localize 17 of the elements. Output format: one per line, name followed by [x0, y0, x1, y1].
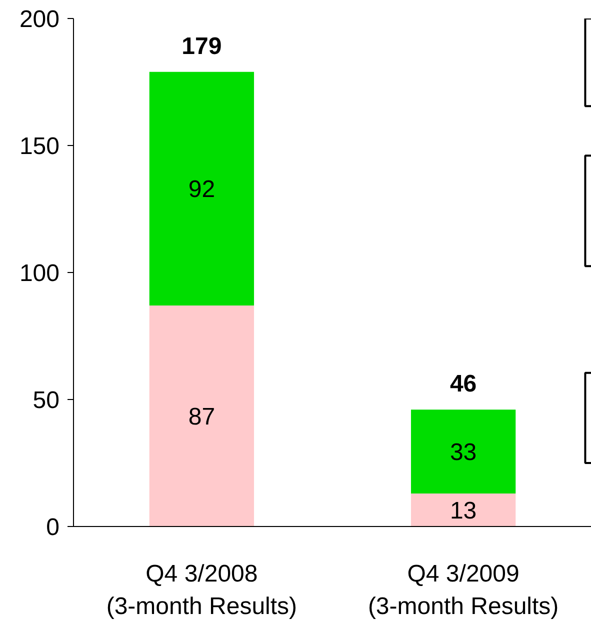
x-tick-label: Q4 3/2009 (3-month Results)	[368, 560, 559, 620]
bar	[410, 493, 516, 526]
y-tick-label: 200	[19, 6, 60, 33]
data-label: 33	[450, 439, 477, 466]
data-label: 92	[188, 176, 216, 204]
bar	[149, 72, 254, 306]
bar	[410, 410, 516, 494]
y-tick-label: 150	[19, 133, 60, 160]
data-label: 87	[188, 404, 216, 431]
total-label: 46	[450, 370, 477, 398]
total-label: 179	[182, 32, 222, 60]
y-tick-label: 100	[19, 260, 60, 287]
y-tick-label: 0	[46, 514, 60, 541]
x-tick-label: Q4 3/2008 (3-month Results)	[106, 560, 298, 620]
bar	[149, 306, 254, 526]
y-tick-label: 50	[32, 387, 60, 414]
data-label: 13	[450, 497, 477, 524]
